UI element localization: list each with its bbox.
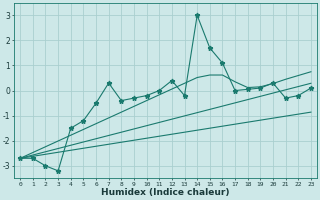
X-axis label: Humidex (Indice chaleur): Humidex (Indice chaleur) bbox=[101, 188, 230, 197]
